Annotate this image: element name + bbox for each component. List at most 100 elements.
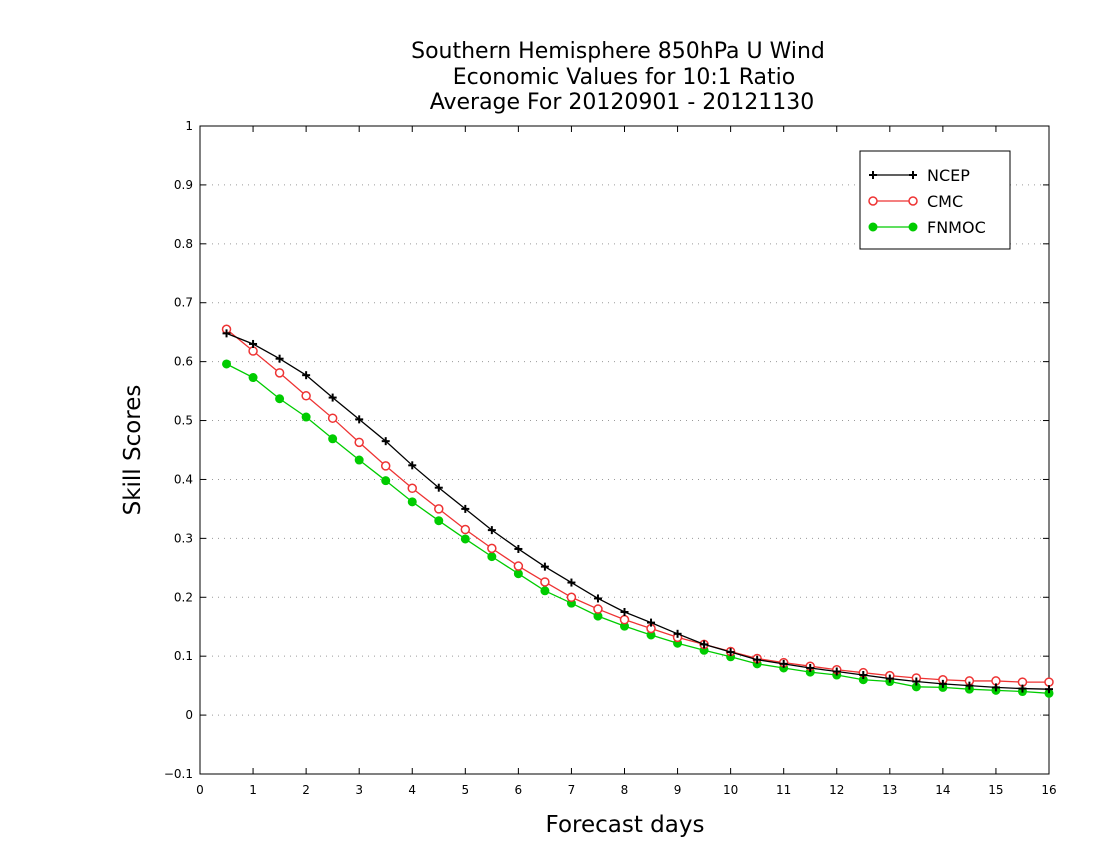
legend-label-ncep: NCEP (927, 166, 970, 185)
x-axis-label: Forecast days (546, 812, 705, 838)
chart-title-line-3: Average For 20120901 - 20121130 (430, 90, 815, 115)
x-tick-label-8: 8 (621, 783, 629, 797)
legend-marker-left-ncep (869, 171, 877, 179)
point-ncep-7 (408, 461, 417, 470)
point-ncep-25 (885, 674, 894, 683)
point-cmc-31 (1044, 677, 1054, 687)
point-ncep-21 (779, 659, 788, 668)
point-ncep-28 (965, 681, 974, 690)
point-ncep-20 (753, 655, 762, 664)
point-cmc-7 (407, 483, 417, 494)
point-ncep-24 (859, 671, 868, 680)
point-fnmoc-1 (248, 373, 258, 383)
point-cmc-6 (380, 461, 391, 471)
point-fnmoc-9 (460, 534, 470, 544)
chart-title: Southern Hemisphere 850hPa U Wind Econom… (411, 39, 825, 115)
x-tick-label-2: 2 (302, 783, 310, 797)
series-line-fnmoc (226, 363, 1050, 694)
point-ncep-29 (991, 683, 1000, 692)
point-cmc-3 (301, 391, 311, 401)
point-ncep-2 (275, 354, 284, 363)
x-tick-label-10: 10 (723, 783, 738, 797)
point-fnmoc-2 (275, 394, 285, 404)
point-fnmoc-7 (407, 497, 417, 507)
point-ncep-0 (222, 329, 231, 338)
axis-ticks: −0.100.10.20.30.40.50.60.70.80.910 1 2 3 4 5 6… (164, 119, 1057, 797)
x-tick-label-1: 1 (249, 783, 257, 797)
x-tick-label-13: 13 (882, 783, 897, 797)
point-cmc-9 (460, 524, 471, 535)
x-tick-label-9: 9 (674, 783, 682, 797)
point-ncep-13 (567, 578, 576, 587)
y-tick-label-7: 0.6 (174, 355, 193, 369)
x-tick-label-16: 16 (1041, 783, 1056, 797)
point-ncep-4 (328, 393, 337, 402)
point-cmc-13 (566, 592, 577, 603)
x-tick-label-11: 11 (776, 783, 791, 797)
point-ncep-11 (514, 544, 523, 553)
x-tick-label-7: 7 (568, 783, 576, 797)
point-cmc-4 (327, 413, 338, 423)
legend-box (859, 150, 1011, 250)
point-ncep-5 (355, 415, 364, 424)
point-ncep-3 (302, 371, 311, 380)
point-ncep-19 (726, 648, 735, 657)
series (221, 324, 1054, 698)
y-tick-label-6: 0.5 (174, 414, 193, 428)
point-ncep-26 (912, 677, 921, 686)
point-cmc-10 (487, 543, 497, 554)
point-ncep-1 (249, 339, 258, 348)
point-cmc-5 (354, 437, 364, 448)
chart-title-line-2: Economic Values for 10:1 Ratio (453, 65, 795, 90)
point-ncep-10 (487, 526, 496, 535)
grid (200, 184, 1049, 716)
point-fnmoc-6 (381, 476, 391, 486)
legend-marker-right-ncep (909, 171, 917, 179)
point-cmc-12 (540, 577, 550, 587)
point-ncep-23 (832, 667, 841, 676)
y-tick-label-10: 0.9 (174, 178, 193, 192)
point-fnmoc-10 (487, 552, 497, 562)
point-ncep-15 (620, 608, 629, 616)
point-ncep-30 (1018, 684, 1027, 693)
legend-label-fnmoc: FNMOC (927, 218, 986, 237)
point-ncep-9 (461, 504, 470, 513)
y-tick-label-4: 0.3 (174, 531, 193, 545)
x-tick-label-4: 4 (408, 783, 416, 797)
y-tick-label-2: 0.1 (174, 649, 193, 663)
x-tick-label-12: 12 (829, 783, 844, 797)
point-ncep-16 (647, 618, 656, 627)
y-tick-label-0: −0.1 (164, 767, 193, 781)
point-fnmoc-5 (354, 455, 364, 465)
chart-title-line-1: Southern Hemisphere 850hPa U Wind (411, 39, 825, 64)
y-tick-label-11: 1 (185, 119, 193, 133)
legend: NCEP CMC FNMOC (859, 150, 1011, 250)
point-ncep-17 (673, 629, 682, 638)
y-tick-label-3: 0.2 (174, 590, 193, 604)
point-fnmoc-11 (513, 569, 523, 579)
y-tick-label-9: 0.8 (174, 237, 193, 251)
x-tick-label-3: 3 (355, 783, 363, 797)
point-cmc-1 (248, 346, 258, 356)
x-tick-label-6: 6 (515, 783, 523, 797)
x-tick-label-0: 0 (196, 783, 204, 797)
x-tick-label-5: 5 (461, 783, 469, 797)
point-fnmoc-3 (301, 412, 311, 422)
legend-marker-right-cmc (908, 196, 918, 206)
series-cmc (221, 324, 1054, 687)
point-fnmoc-4 (328, 434, 338, 444)
legend-label-cmc: CMC (927, 192, 963, 211)
point-ncep-12 (540, 562, 549, 571)
point-fnmoc-12 (540, 586, 550, 596)
x-tick-label-14: 14 (935, 783, 950, 797)
y-tick-label-5: 0.4 (174, 472, 193, 486)
legend-marker-right-fnmoc (908, 222, 918, 232)
y-tick-label-8: 0.7 (174, 296, 193, 310)
y-tick-label-1: 0 (185, 708, 193, 722)
point-ncep-27 (938, 679, 947, 688)
point-ncep-14 (593, 594, 602, 603)
point-cmc-14 (593, 604, 603, 614)
series-line-cmc (226, 328, 1049, 683)
point-ncep-6 (381, 437, 390, 446)
